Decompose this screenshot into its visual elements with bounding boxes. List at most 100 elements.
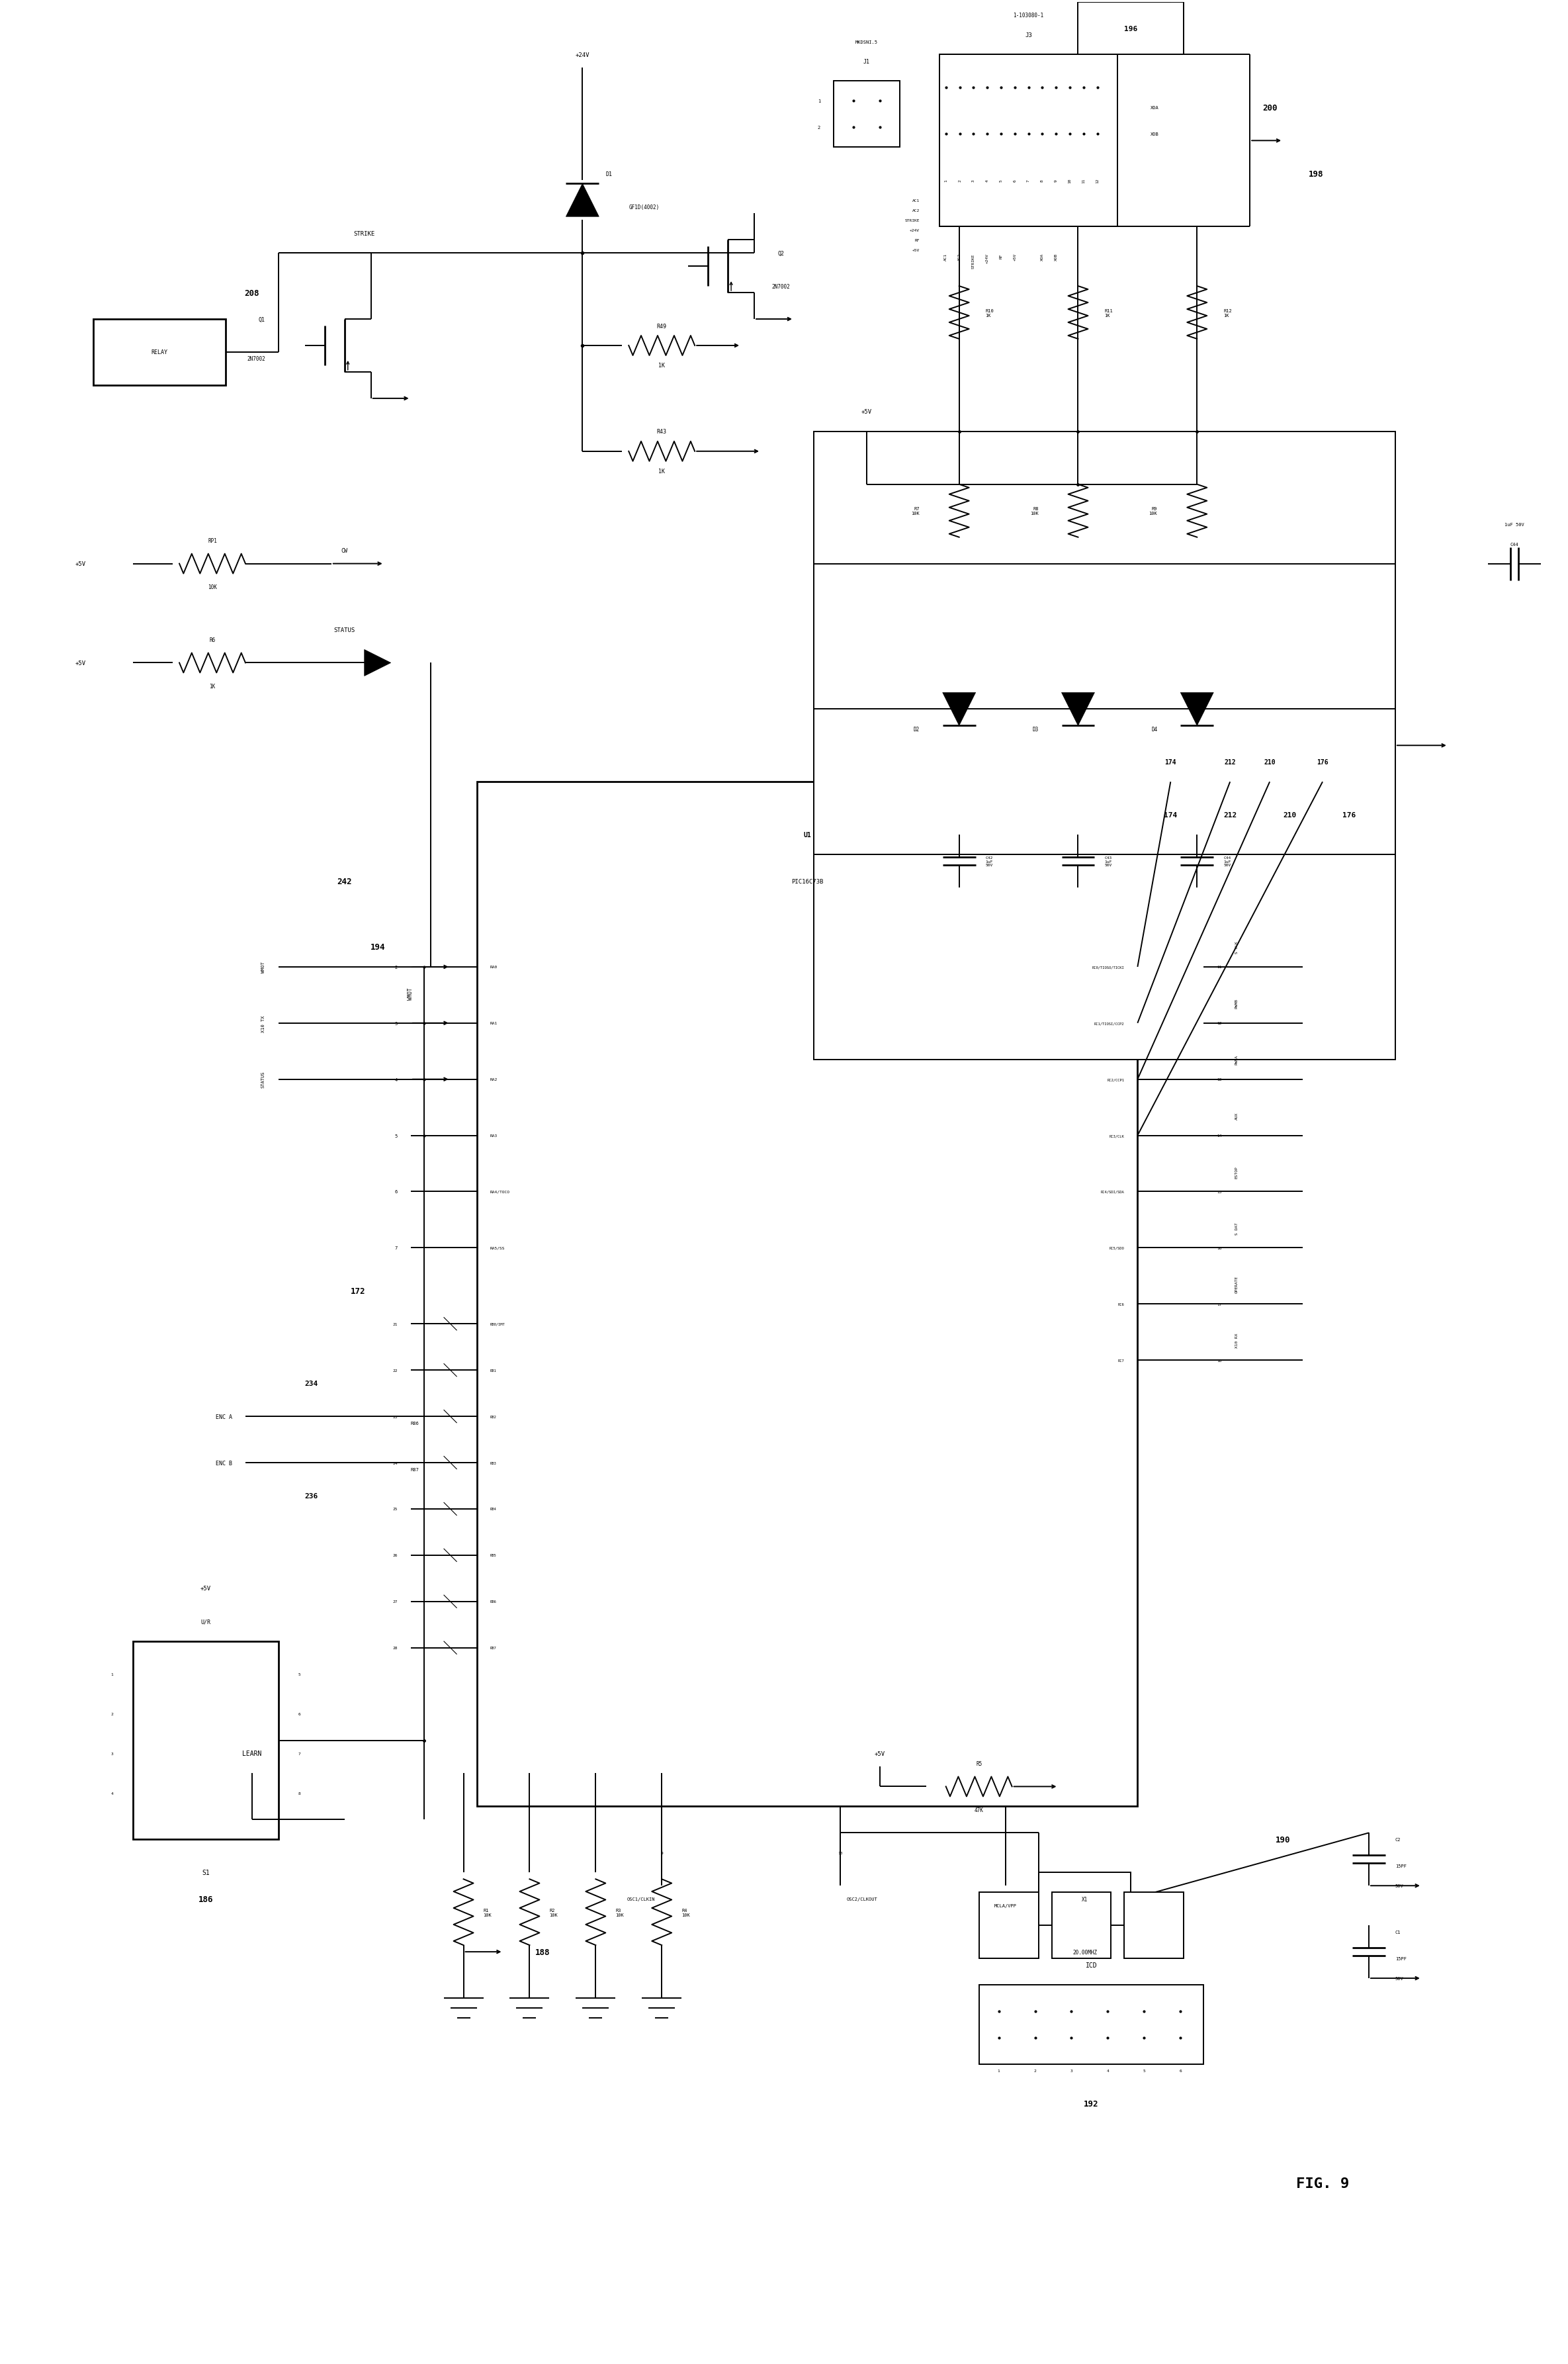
Text: 16: 16: [1217, 1246, 1221, 1251]
Text: STATUS: STATUS: [262, 1071, 265, 1087]
Bar: [814, 433, 1396, 1059]
Text: +5V: +5V: [75, 560, 86, 567]
Text: RB2: RB2: [489, 1416, 497, 1418]
Text: 7: 7: [1027, 180, 1030, 182]
Text: 18: 18: [1217, 1359, 1221, 1362]
Text: R8
10K: R8 10K: [1030, 506, 1038, 515]
Text: RF: RF: [999, 253, 1002, 258]
Text: XOA: XOA: [1041, 253, 1044, 260]
Text: RC1/TIOSI/CCP2: RC1/TIOSI/CCP2: [1094, 1021, 1124, 1026]
Text: 1: 1: [817, 99, 820, 104]
Bar: [1091, 0, 1171, 2]
Text: S DAT: S DAT: [1236, 1222, 1239, 1234]
Text: 198: 198: [1309, 170, 1323, 180]
Text: RC0/TIOSO/TICKI: RC0/TIOSO/TICKI: [1091, 965, 1124, 969]
Text: 1: 1: [944, 180, 947, 182]
Text: D2: D2: [913, 726, 919, 733]
Text: 15PF: 15PF: [1396, 1957, 1406, 1960]
Text: 6: 6: [298, 1712, 301, 1716]
Text: D4: D4: [1151, 726, 1157, 733]
Text: C44: C44: [1510, 541, 1518, 546]
Text: 1: 1: [997, 2068, 1000, 2073]
Text: CW: CW: [342, 548, 348, 553]
Text: 23: 23: [392, 1416, 397, 1418]
Text: 1-103080-1: 1-103080-1: [1013, 12, 1044, 19]
Text: 2: 2: [1033, 2068, 1036, 2073]
Text: ESTOP: ESTOP: [1236, 1165, 1239, 1177]
Text: 47K: 47K: [974, 1806, 983, 1813]
Text: XOB: XOB: [1151, 132, 1159, 137]
Text: 186: 186: [198, 1894, 213, 1903]
Text: 2N7002: 2N7002: [246, 357, 265, 362]
Text: 25: 25: [392, 1508, 397, 1511]
Text: J1: J1: [864, 59, 870, 64]
Text: 172: 172: [350, 1286, 365, 1295]
Text: 15: 15: [1217, 1189, 1221, 1194]
Text: RF: RF: [914, 239, 919, 241]
Bar: [978, 1894, 1038, 1957]
Text: 3: 3: [395, 1021, 397, 1026]
Text: +24V: +24V: [986, 253, 989, 262]
Text: 8: 8: [298, 1792, 301, 1794]
Text: R87: R87: [411, 1468, 419, 1470]
Text: 212: 212: [1223, 811, 1237, 818]
Text: 10: 10: [1068, 177, 1071, 184]
Text: 242: 242: [337, 877, 351, 887]
Text: GF1D(4002): GF1D(4002): [629, 203, 659, 210]
Text: +24V: +24V: [909, 229, 919, 232]
Text: 210: 210: [1264, 759, 1275, 766]
Text: 176: 176: [1317, 759, 1328, 766]
Text: 1K: 1K: [659, 362, 665, 369]
Text: 17: 17: [1217, 1303, 1221, 1305]
Text: C1: C1: [1396, 1929, 1400, 1934]
Text: OSC2/CLKOUT: OSC2/CLKOUT: [847, 1896, 878, 1901]
Text: RA1: RA1: [489, 1021, 497, 1026]
Bar: [477, 782, 1137, 1806]
Text: 22: 22: [392, 1369, 397, 1371]
Text: 2: 2: [111, 1712, 113, 1716]
Text: +5V: +5V: [75, 660, 86, 667]
Text: RA3: RA3: [489, 1135, 497, 1137]
Bar: [939, 54, 1118, 227]
Text: 208: 208: [245, 288, 259, 298]
Text: 190: 190: [1275, 1834, 1290, 1844]
Text: FIG. 9: FIG. 9: [1297, 2177, 1348, 2189]
Bar: [133, 1641, 279, 1839]
Text: 192: 192: [1083, 2099, 1099, 2109]
Text: 174: 174: [1163, 811, 1178, 818]
Text: 194: 194: [370, 943, 386, 953]
Text: ENC A: ENC A: [216, 1414, 232, 1418]
Text: R2
10K: R2 10K: [549, 1908, 558, 1917]
Text: 3: 3: [111, 1752, 113, 1756]
Text: C42
1uF
50V: C42 1uF 50V: [986, 856, 993, 868]
Text: 28: 28: [392, 1645, 397, 1650]
Text: 2: 2: [817, 125, 820, 130]
Text: R49: R49: [657, 324, 666, 329]
Text: RB0/IMT: RB0/IMT: [489, 1321, 505, 1326]
Text: 20.00MHZ: 20.00MHZ: [1073, 1948, 1098, 1955]
Text: RA2: RA2: [489, 1078, 497, 1080]
Text: 8: 8: [1041, 180, 1044, 182]
Text: 7: 7: [395, 1246, 397, 1251]
Text: MKDSNI.5: MKDSNI.5: [856, 40, 878, 45]
Text: 10K: 10K: [209, 584, 216, 591]
Text: AC2: AC2: [913, 208, 919, 213]
Text: Q1: Q1: [259, 317, 265, 322]
Text: 5: 5: [1143, 2068, 1145, 2073]
Text: R11
1K: R11 1K: [1104, 310, 1113, 317]
Bar: [978, 1986, 1204, 2064]
Text: RC5/SDO: RC5/SDO: [1109, 1246, 1124, 1251]
Text: 6: 6: [1179, 2068, 1182, 2073]
Text: 2N7002: 2N7002: [771, 284, 790, 288]
Text: +5V: +5V: [861, 409, 872, 416]
Text: 24: 24: [392, 1461, 397, 1466]
Text: RB7: RB7: [489, 1645, 497, 1650]
Text: ICD: ICD: [1085, 1962, 1098, 1969]
Text: RC3/CLK: RC3/CLK: [1109, 1135, 1124, 1137]
Text: 2: 2: [395, 965, 397, 969]
Text: +5V: +5V: [201, 1586, 212, 1591]
Text: OSC1/CLKIN: OSC1/CLKIN: [627, 1896, 655, 1901]
Text: RA4/TOCO: RA4/TOCO: [489, 1189, 510, 1194]
Text: C44
1uF
50V: C44 1uF 50V: [1223, 856, 1231, 868]
Bar: [1052, 1894, 1112, 1957]
